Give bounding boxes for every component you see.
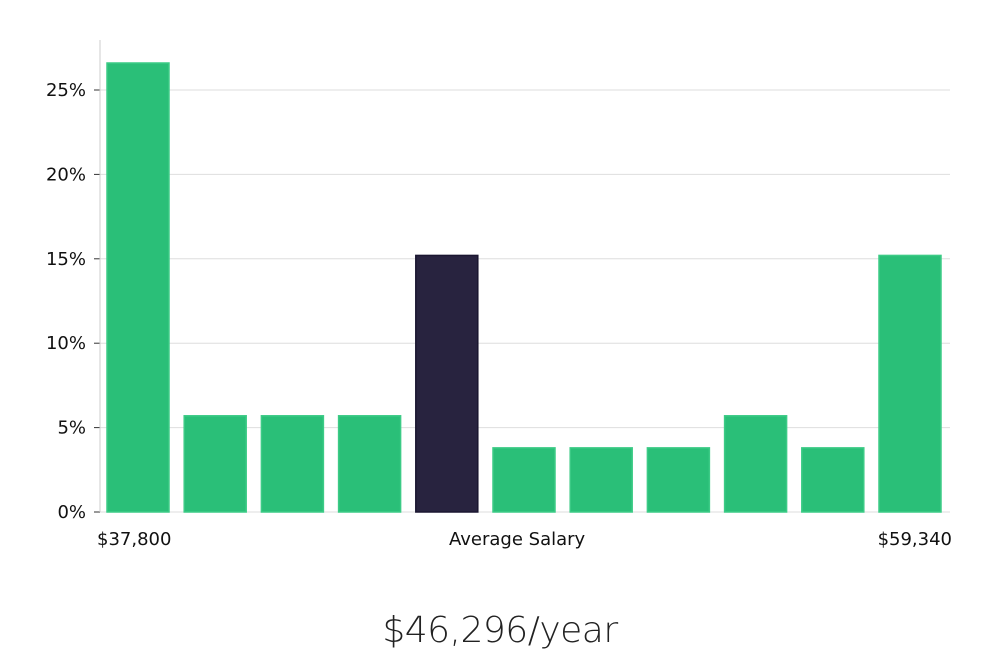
- y-tick-label: 0%: [57, 502, 86, 523]
- average-salary-headline: $46,296/year: [382, 610, 618, 651]
- bar: [646, 447, 711, 513]
- bar: [569, 447, 633, 513]
- bar: [260, 415, 325, 513]
- bar: [492, 447, 556, 513]
- y-tick-label: 15%: [46, 249, 86, 270]
- bar-highlight: [415, 254, 479, 513]
- salary-histogram: 0% 5% 10% 15% 20% 25%: [46, 40, 950, 523]
- x-min-label: $37,800: [97, 529, 172, 550]
- bars: [106, 62, 942, 513]
- y-tick-label: 10%: [46, 333, 86, 354]
- bar: [878, 254, 942, 513]
- x-axis-label: Average Salary: [449, 529, 586, 550]
- bar: [801, 447, 865, 513]
- y-tick-label: 20%: [46, 164, 86, 185]
- bar: [183, 415, 247, 513]
- y-axis: 0% 5% 10% 15% 20% 25%: [46, 40, 101, 523]
- y-tick-label: 25%: [46, 80, 86, 101]
- bar: [337, 415, 402, 513]
- x-max-label: $59,340: [877, 529, 952, 550]
- y-tick-label: 5%: [57, 418, 86, 439]
- bar: [106, 62, 170, 513]
- bar: [723, 415, 788, 513]
